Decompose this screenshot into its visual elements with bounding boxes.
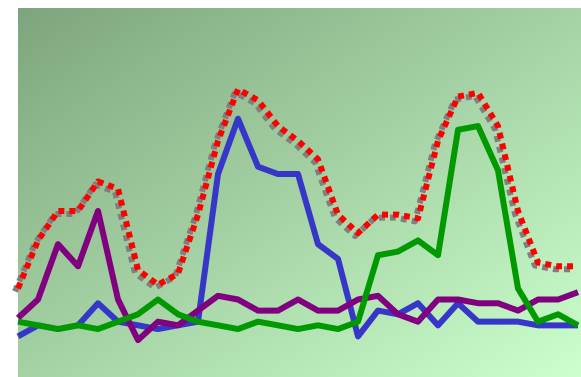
line: [17, 123, 580, 333]
line: [15, 207, 580, 344]
line: [15, 86, 578, 290]
line: [16, 115, 578, 340]
line-shadow: [12, 89, 575, 293]
